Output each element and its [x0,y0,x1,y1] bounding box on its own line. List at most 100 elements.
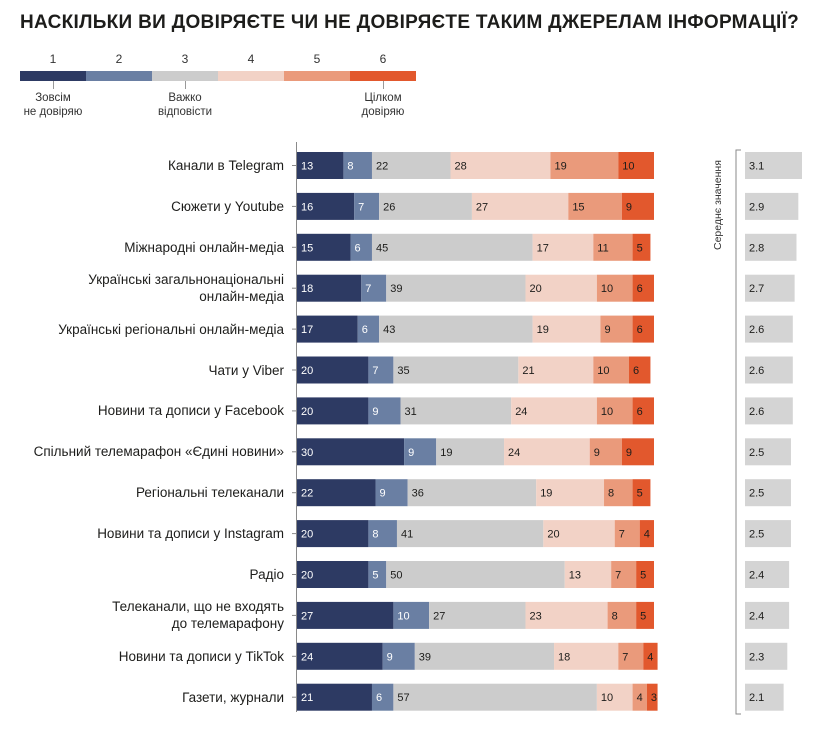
bar-segment-4 [504,438,590,466]
bar-value-label: 20 [301,365,313,377]
bar-value-label: 41 [401,529,413,541]
bar-value-label: 9 [626,447,632,459]
bar-value-label: 9 [380,488,386,500]
bar-value-label: 4 [637,692,643,704]
bar-value-label: 5 [637,488,643,500]
bar-segment-5 [593,233,633,261]
bar-value-label: 13 [301,161,313,173]
legend-swatch-3 [152,71,218,81]
category-label: Чати у Viber [208,362,284,378]
bar-segment-2 [361,274,387,302]
chart-title: НАСКІЛЬКИ ВИ ДОВІРЯЄТЕ ЧИ НЕ ДОВІРЯЄТЕ Т… [20,12,800,33]
mean-bar [745,233,797,261]
bar-value-label: 24 [508,447,520,459]
bar-segment-4 [525,274,597,302]
bar-segment-4 [450,152,551,179]
bar-segment-3 [379,315,533,343]
bar-segment-5 [604,479,633,507]
bar-value-label: 6 [637,406,643,418]
bar-value-label: 20 [301,406,313,418]
bar-segment-4 [471,192,569,220]
bar-segment-6 [639,520,654,548]
bar-segment-4 [511,397,597,425]
legend-number-5: 5 [313,52,321,66]
bar-segment-3 [393,356,519,384]
bar-segment-2 [350,233,372,261]
bar-segment-4 [532,315,601,343]
category-label: Новини та дописи у TikTok [118,648,284,664]
bar-value-label: 20 [529,283,541,295]
bar-value-label: 4 [644,529,650,541]
mean-bar [745,520,791,548]
bar-value-label: 39 [390,283,402,295]
legend-label-1: Зовсім не довіряю [23,92,83,118]
bar-value-label: 10 [601,283,613,295]
bar-value-label: 27 [476,201,488,213]
bar-value-label: 20 [301,529,313,541]
bar-value-label: 26 [383,201,395,213]
bar-value-label: 9 [408,447,414,459]
bar-value-label: 28 [455,161,467,173]
bar-value-label: 11 [597,242,608,254]
bar-value-label: 50 [390,570,402,582]
mean-value-label: 2.4 [749,570,764,582]
bar-value-label: 9 [594,447,600,459]
bar-segment-4 [554,642,619,670]
bar-value-label: 27 [433,610,445,622]
bar-segment-1 [297,438,405,466]
legend-tick-3 [185,81,186,89]
bar-value-label: 43 [383,324,395,336]
mean-value-label: 2.7 [749,283,764,295]
mean-value-label: 3.1 [749,161,764,173]
bar-segment-6 [636,561,654,588]
bar-segment-4 [518,356,594,384]
bar-value-label: 6 [362,324,368,336]
bar-segment-2 [375,479,408,507]
legend-tick-6 [383,81,384,89]
bar-segment-3 [379,192,472,220]
bar-value-label: 45 [376,242,388,254]
category-label: Телеканали, що не входять до телемарафон… [112,599,284,632]
bar-segment-3 [436,438,505,466]
bar-segment-3 [429,601,526,629]
bar-value-label: 21 [522,365,534,377]
bar-segment-5 [596,397,633,425]
legend: 1 2 3 4 5 6 Зовсім не довіряю Важко відповісти Ц… [20,52,420,122]
bar-value-label: 7 [372,365,378,377]
legend-number-4: 4 [247,52,255,66]
bar-value-label: 5 [637,242,643,254]
bar-value-label: 9 [626,201,632,213]
mean-bracket [735,149,741,715]
bar-segment-2 [404,438,437,466]
bar-segment-2 [357,315,380,343]
category-label: Газети, журнали [182,689,284,705]
bar-segment-1 [297,683,372,711]
bar-value-label: 19 [440,447,452,459]
bar-value-label: 8 [372,529,378,541]
bar-value-label: 22 [376,161,388,173]
bar-segment-6 [643,642,658,670]
mean-axis-title: Середнє значення [712,160,724,250]
bar-value-label: 9 [387,651,393,663]
bar-value-label: 24 [515,406,527,418]
bar-segment-5 [568,192,622,220]
bar-segment-4 [564,561,612,588]
bar-segment-6 [646,683,658,711]
bar-segment-1 [297,642,383,670]
bar-segment-3 [414,642,555,670]
bar-value-label: 10 [601,406,613,418]
mean-bar [745,642,788,670]
mean-bar [745,479,791,507]
mean-value-label: 2.5 [749,488,764,500]
bar-segment-1 [297,397,369,425]
legend-number-2: 2 [115,52,123,66]
bar-segment-2 [382,642,415,670]
mean-bar [745,315,793,343]
bar-segment-3 [386,274,526,302]
bar-segment-6 [632,233,651,261]
bar-value-label: 10 [397,610,409,622]
bar-value-label: 39 [419,651,431,663]
bar-value-label: 31 [405,406,417,418]
bar-segment-5 [632,683,647,711]
bar-segment-6 [618,152,654,179]
